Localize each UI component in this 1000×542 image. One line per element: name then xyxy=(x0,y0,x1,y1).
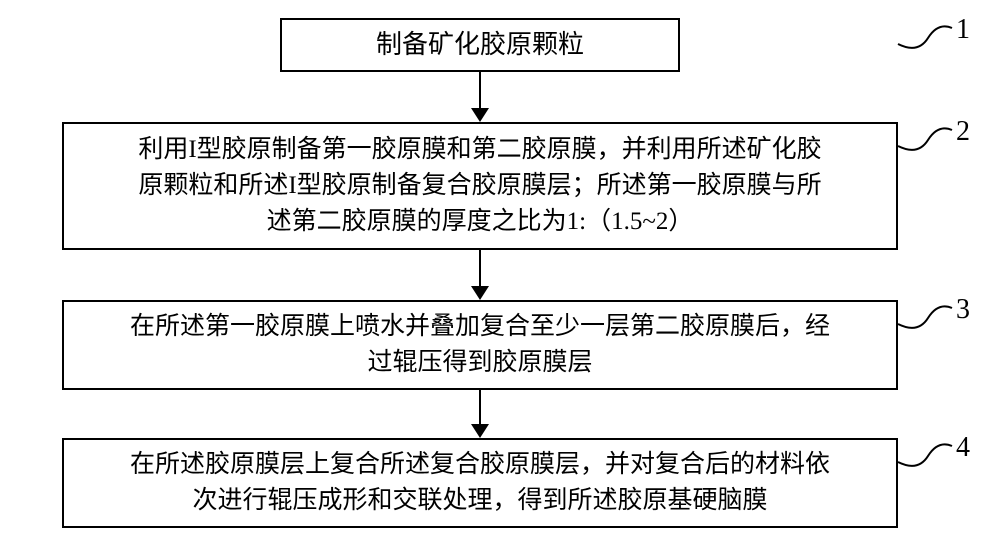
arrow-2-to-3 xyxy=(470,250,490,300)
step-label-1: 1 xyxy=(956,14,970,46)
flow-step-2-text: 利用I型胶原制备第一胶原膜和第二胶原膜，并利用所述矿化胶 原颗粒和所述I型胶原制… xyxy=(64,126,896,247)
flow-step-3: 在所述第一胶原膜上喷水并叠加复合至少一层第二胶原膜后，经 过辊压得到胶原膜层 xyxy=(62,300,898,390)
connector-1 xyxy=(898,16,958,56)
step-label-4: 4 xyxy=(956,432,970,464)
flow-step-1-text: 制备矿化胶原颗粒 xyxy=(282,20,678,70)
flow-step-1: 制备矿化胶原颗粒 xyxy=(280,18,680,72)
diagram-canvas: 制备矿化胶原颗粒 利用I型胶原制备第一胶原膜和第二胶原膜，并利用所述矿化胶 原颗… xyxy=(0,0,1000,542)
flow-step-2: 利用I型胶原制备第一胶原膜和第二胶原膜，并利用所述矿化胶 原颗粒和所述I型胶原制… xyxy=(62,122,898,250)
arrow-3-to-4 xyxy=(470,390,490,438)
flow-step-3-text: 在所述第一胶原膜上喷水并叠加复合至少一层第二胶原膜后，经 过辊压得到胶原膜层 xyxy=(64,303,896,388)
step-label-3: 3 xyxy=(956,294,970,326)
step-label-2: 2 xyxy=(956,116,970,148)
flow-step-4-text: 在所述胶原膜层上复合所述复合胶原膜层，并对复合后的材料依 次进行辊压成形和交联处… xyxy=(64,441,896,526)
arrow-1-to-2 xyxy=(470,72,490,122)
flow-step-4: 在所述胶原膜层上复合所述复合胶原膜层，并对复合后的材料依 次进行辊压成形和交联处… xyxy=(62,438,898,528)
connector-2 xyxy=(898,118,958,158)
connector-4 xyxy=(898,434,958,474)
connector-3 xyxy=(898,296,958,336)
